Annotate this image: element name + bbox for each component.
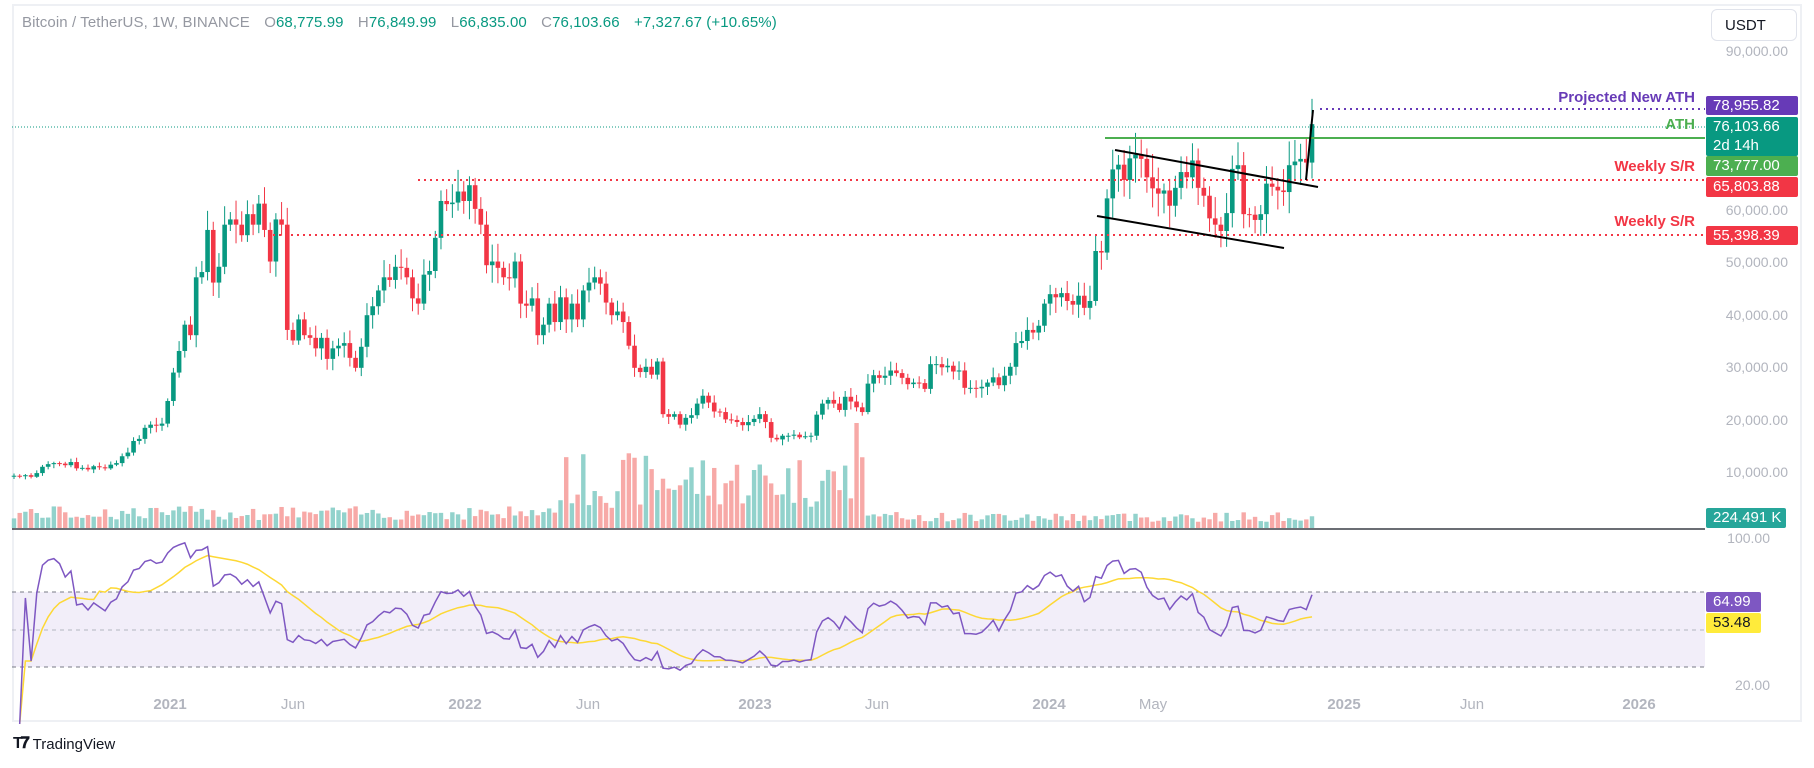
high-label: H <box>357 14 369 31</box>
last-price-tag: 76,103.66 2d 14h <box>1706 117 1798 156</box>
price-tick-90000: 90,000.00 <box>1725 43 1788 59</box>
time-label-0: 2021 <box>153 696 187 713</box>
rsi-value-tag: 64.99 <box>1706 592 1761 612</box>
time-label-6: 2024 <box>1032 696 1066 713</box>
tradingview-logo-icon: T𝟕 <box>13 735 30 752</box>
bar-countdown: 2d 14h <box>1713 137 1759 154</box>
projected-ath-price-tag: 78,955.82 <box>1706 96 1798 115</box>
rsi-line <box>18 541 1313 725</box>
close-value: 76,103.66 <box>552 14 620 31</box>
low-value: 66,835.00 <box>459 14 527 31</box>
brand-name: TradingView <box>32 735 116 753</box>
sr-upper-price-tag: 65,803.88 <box>1706 177 1798 197</box>
close-label: C <box>541 14 553 31</box>
price-tick-60000: 60,000.00 <box>1725 202 1788 218</box>
breakout-projection-line <box>1305 109 1314 181</box>
last-price-value: 76,103.66 <box>1713 118 1780 135</box>
time-label-2: 2022 <box>448 696 482 713</box>
time-label-9: Jun <box>1459 696 1485 713</box>
volume-tag: 224.491 K <box>1706 508 1786 528</box>
change-value: +7,327.67 (+10.65%) <box>633 14 777 31</box>
sr-upper-annotation: Weekly S/R <box>1614 158 1695 175</box>
currency-selector[interactable]: USDT <box>1711 9 1797 41</box>
high-value: 76,849.99 <box>368 14 437 31</box>
price-tick-30000: 30,000.00 <box>1725 359 1788 375</box>
open-value: 68,775.99 <box>275 14 344 31</box>
flag-lower-trendline <box>1096 215 1285 249</box>
price-tick-10000: 10,000.00 <box>1725 464 1788 480</box>
price-tick-20000: 20,000.00 <box>1725 412 1788 428</box>
rsi-tick-100: 100.00 <box>1727 530 1770 546</box>
sr-lower-annotation: Weekly S/R <box>1614 213 1695 230</box>
chart-frame <box>12 4 1802 722</box>
projected-ath-annotation: Projected New ATH <box>1558 89 1695 106</box>
rsi-tick-20: 20.00 <box>1734 677 1770 693</box>
flag-upper-trendline <box>1114 149 1319 188</box>
ath-price-tag: 73,777.00 <box>1706 156 1798 176</box>
time-label-3: Jun <box>575 696 601 713</box>
time-label-4: 2023 <box>738 696 772 713</box>
open-label: O <box>264 14 276 31</box>
time-label-1: Jun <box>280 696 306 713</box>
time-label-7: May <box>1138 696 1168 713</box>
ath-annotation: ATH <box>1665 116 1695 133</box>
symbol-legend: Bitcoin / TetherUS, 1W, BINANCE O68,775.… <box>22 14 777 31</box>
sr-lower-price-tag: 55,398.39 <box>1706 226 1798 245</box>
price-tick-40000: 40,000.00 <box>1725 307 1788 323</box>
rsi-ma-line <box>18 554 1313 725</box>
symbol-title: Bitcoin / TetherUS, 1W, BINANCE <box>22 14 250 31</box>
time-label-5: Jun <box>864 696 890 713</box>
time-label-10: 2026 <box>1622 696 1656 713</box>
rsi-ma-value-tag: 53.48 <box>1706 613 1761 633</box>
price-tick-50000: 50,000.00 <box>1725 254 1788 270</box>
low-label: L <box>450 14 460 31</box>
time-label-8: 2025 <box>1327 696 1361 713</box>
tradingview-brand[interactable]: T𝟕 TradingView <box>13 735 115 753</box>
